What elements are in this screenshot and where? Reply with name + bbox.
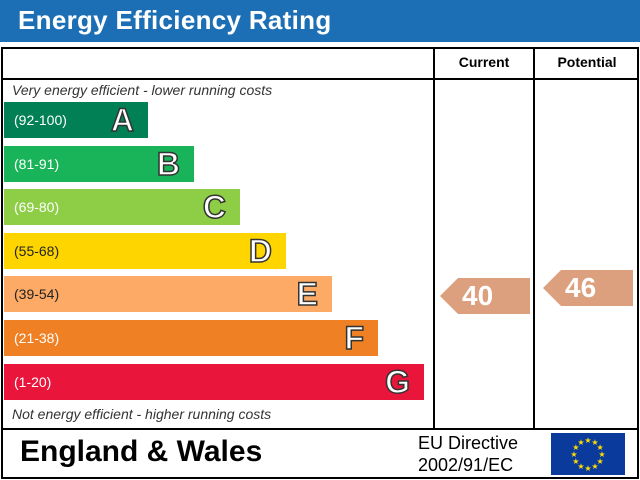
header-divider — [1, 78, 639, 80]
eu-star-icon: ★ — [591, 438, 598, 447]
bottom-caption: Not energy efficient - higher running co… — [12, 406, 272, 422]
band-g: (1-20) G — [4, 363, 424, 401]
eu-star-icon: ★ — [597, 457, 604, 466]
band-c: (69-80) C — [4, 188, 240, 226]
current-column-header: Current — [458, 54, 510, 70]
chart-frame — [1, 47, 639, 479]
eu-star-icon: ★ — [577, 438, 584, 447]
eu-star-icon: ★ — [597, 443, 604, 452]
potential-arrow-shape — [543, 270, 633, 307]
current-rating-value: 40 — [462, 280, 494, 312]
band-e: (39-54) E — [4, 276, 332, 314]
top-caption: Very energy efficient - lower running co… — [12, 82, 273, 98]
eu-star-icon: ★ — [591, 462, 598, 471]
chart-title: Energy Efficiency Rating — [18, 5, 332, 35]
potential-column-header: Potential — [557, 54, 617, 70]
band-g-range: (1-20) — [14, 373, 52, 390]
band-f-letter: F — [344, 319, 365, 357]
band-a-letter: A — [110, 101, 135, 139]
eu-star-icon: ★ — [572, 457, 579, 466]
band-d: (55-68) D — [4, 232, 286, 270]
title-bar: Energy Efficiency Rating — [0, 0, 640, 42]
potential-rating-value: 46 — [565, 272, 597, 304]
band-b-range: (81-91) — [14, 155, 60, 172]
eu-star-icon: ★ — [570, 450, 577, 459]
band-e-letter: E — [296, 276, 319, 314]
current-arrow-shape — [440, 278, 530, 315]
eu-directive-label: EU Directive — [418, 433, 519, 453]
band-b: (81-91) B — [4, 145, 194, 183]
eu-star-icon: ★ — [577, 462, 584, 471]
eu-star-icon: ★ — [572, 443, 579, 452]
eu-star-icon: ★ — [584, 464, 591, 473]
band-g-letter: G — [384, 363, 410, 401]
eu-star-icon: ★ — [584, 436, 591, 445]
region-label: England & Wales — [20, 435, 263, 468]
potential-rating-arrow: 46 — [543, 270, 633, 307]
potential-column-divider — [533, 47, 535, 429]
eu-flag-icon: ★ ★ ★ ★ ★ ★ ★ ★ ★ ★ ★ ★ — [551, 433, 625, 475]
band-f-range: (21-38) — [14, 330, 60, 346]
current-column-divider — [433, 47, 435, 429]
band-d-letter: D — [248, 232, 273, 270]
footer-divider — [1, 428, 639, 430]
eu-star-icon: ★ — [598, 450, 605, 459]
band-c-letter: C — [202, 188, 227, 226]
band-e-range: (39-54) — [14, 286, 60, 303]
current-rating-arrow: 40 — [440, 278, 530, 315]
band-b-letter: B — [156, 145, 181, 183]
band-a-range: (92-100) — [14, 112, 67, 128]
eu-directive-number: 2002/91/EC — [418, 455, 514, 475]
band-c-range: (69-80) — [14, 199, 60, 216]
band-f: (21-38) F — [4, 319, 378, 357]
band-a: (92-100) A — [4, 101, 148, 139]
band-d-range: (55-68) — [14, 242, 60, 259]
